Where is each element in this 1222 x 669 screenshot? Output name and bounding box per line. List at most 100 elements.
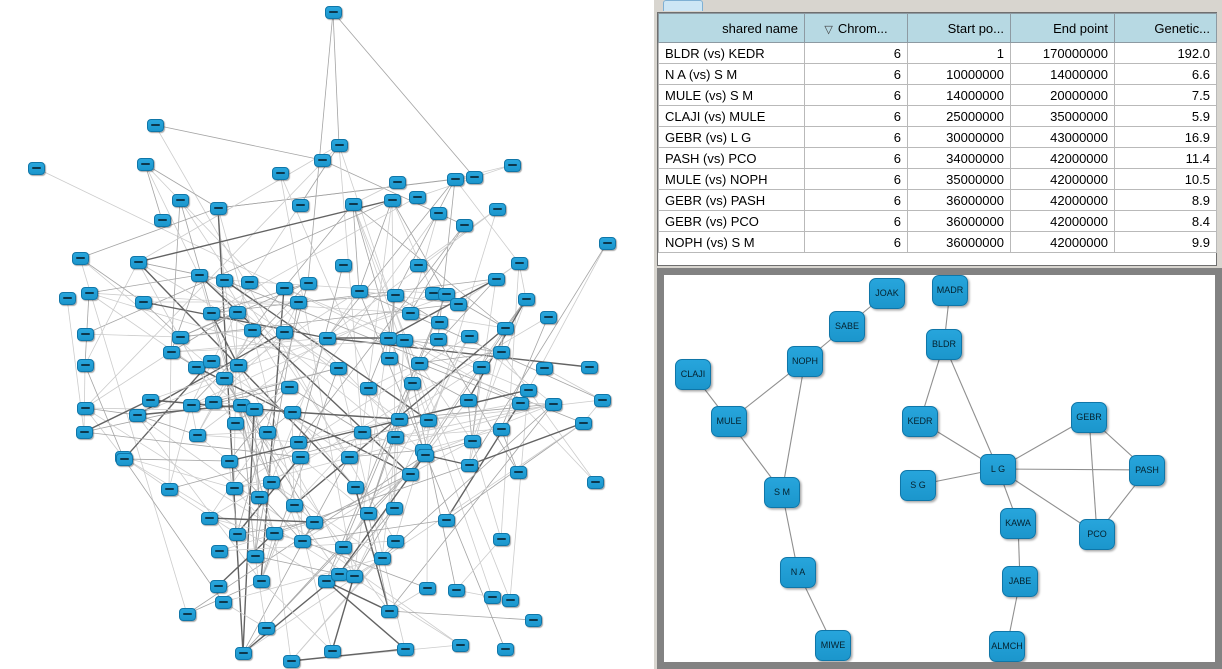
subnetwork-node[interactable]: MIWE	[815, 629, 851, 661]
network-node[interactable]	[115, 452, 133, 466]
network-edge[interactable]	[196, 431, 268, 436]
network-node[interactable]	[408, 190, 426, 204]
network-edge[interactable]	[228, 460, 238, 535]
network-edge[interactable]	[500, 262, 520, 540]
network-node[interactable]	[380, 351, 398, 365]
network-edge[interactable]	[367, 337, 389, 389]
network-node[interactable]	[171, 193, 189, 207]
network-edge[interactable]	[233, 403, 554, 489]
table-tab[interactable]	[663, 0, 703, 11]
network-edge[interactable]	[228, 386, 290, 462]
network-edge[interactable]	[352, 203, 511, 601]
table-row[interactable]: GEBR (vs) L G 6 30000000 43000000 16.9	[658, 126, 1217, 148]
network-node[interactable]	[501, 593, 519, 607]
network-edge[interactable]	[136, 414, 198, 436]
network-edge[interactable]	[84, 364, 125, 460]
network-node[interactable]	[487, 272, 505, 286]
network-edge[interactable]	[468, 335, 554, 405]
network-edge[interactable]	[170, 337, 328, 353]
network-node[interactable]	[379, 331, 397, 345]
network-node[interactable]	[346, 480, 364, 494]
network-node[interactable]	[136, 157, 154, 171]
network-edge[interactable]	[418, 278, 497, 364]
network-node[interactable]	[344, 197, 362, 211]
network-edge[interactable]	[288, 386, 363, 433]
network-edge[interactable]	[403, 339, 521, 404]
network-node[interactable]	[455, 218, 473, 232]
network-edge[interactable]	[424, 403, 554, 456]
network-node[interactable]	[586, 475, 604, 489]
network-edge[interactable]	[381, 403, 554, 559]
network-node[interactable]	[446, 172, 464, 186]
network-edge[interactable]	[1088, 416, 1098, 535]
network-node[interactable]	[409, 258, 427, 272]
network-node[interactable]	[134, 295, 152, 309]
network-node[interactable]	[283, 405, 301, 419]
network-edge[interactable]	[123, 458, 230, 462]
network-edge[interactable]	[332, 11, 475, 178]
network-edge[interactable]	[228, 389, 529, 462]
network-node[interactable]	[289, 295, 307, 309]
network-edge[interactable]	[79, 207, 219, 259]
network-edge[interactable]	[254, 496, 260, 557]
network-node[interactable]	[401, 467, 419, 481]
subnetwork-node[interactable]: GEBR	[1071, 401, 1107, 433]
subnetwork-node[interactable]: JABE	[1002, 565, 1038, 597]
network-node[interactable]	[492, 422, 510, 436]
network-edge[interactable]	[403, 339, 502, 353]
network-edge[interactable]	[543, 367, 603, 401]
subnetwork-node[interactable]: PCO	[1079, 518, 1115, 550]
network-node[interactable]	[345, 569, 363, 583]
network-node[interactable]	[153, 213, 171, 227]
network-node[interactable]	[496, 642, 514, 656]
network-edge[interactable]	[190, 282, 309, 406]
network-node[interactable]	[459, 393, 477, 407]
network-edge[interactable]	[416, 164, 513, 198]
network-edge[interactable]	[236, 456, 301, 535]
network-edge[interactable]	[196, 434, 299, 443]
network-edge[interactable]	[348, 449, 424, 458]
table-row[interactable]: GEBR (vs) PASH 6 36000000 42000000 8.9	[658, 189, 1217, 211]
network-edge[interactable]	[388, 357, 469, 401]
network-node[interactable]	[182, 398, 200, 412]
network-edge[interactable]	[297, 418, 400, 443]
network-node[interactable]	[449, 297, 467, 311]
network-edge[interactable]	[454, 164, 513, 180]
network-node[interactable]	[383, 193, 401, 207]
network-node[interactable]	[225, 481, 243, 495]
network-edge[interactable]	[208, 431, 268, 519]
network-edge[interactable]	[88, 274, 200, 294]
network-edge[interactable]	[84, 261, 139, 366]
network-edge[interactable]	[233, 487, 275, 534]
network-edge[interactable]	[394, 428, 502, 438]
table-row[interactable]: MULE (vs) NOPH 6 35000000 42000000 10.5	[658, 168, 1217, 190]
network-edge[interactable]	[83, 364, 86, 433]
network-node[interactable]	[492, 345, 510, 359]
network-node[interactable]	[291, 450, 309, 464]
network-edge[interactable]	[208, 517, 315, 523]
network-edge[interactable]	[437, 178, 456, 340]
network-node[interactable]	[258, 425, 276, 439]
network-node[interactable]	[291, 198, 309, 212]
filter-icon[interactable]: ▽	[824, 23, 833, 36]
network-node[interactable]	[252, 574, 270, 588]
network-node[interactable]	[472, 360, 490, 374]
network-edge[interactable]	[313, 473, 411, 523]
network-node[interactable]	[76, 401, 94, 415]
column-header[interactable]: ▽ Chrom...	[804, 13, 908, 43]
network-node[interactable]	[146, 118, 164, 132]
network-edge[interactable]	[260, 504, 295, 582]
network-edge[interactable]	[260, 367, 339, 582]
network-edge[interactable]	[307, 11, 334, 284]
network-node[interactable]	[289, 435, 307, 449]
subnetwork-node[interactable]: SABE	[829, 310, 865, 342]
network-edge[interactable]	[500, 351, 596, 483]
network-edge[interactable]	[144, 163, 163, 221]
network-edge[interactable]	[137, 261, 356, 488]
table-row[interactable]: N A (vs) S M 6 10000000 14000000 6.6	[658, 63, 1217, 85]
network-node[interactable]	[510, 256, 528, 270]
subnetwork-node[interactable]: ALMCH	[989, 630, 1025, 662]
network-node[interactable]	[171, 330, 189, 344]
network-edge[interactable]	[331, 575, 355, 652]
network-edge[interactable]	[217, 176, 475, 209]
